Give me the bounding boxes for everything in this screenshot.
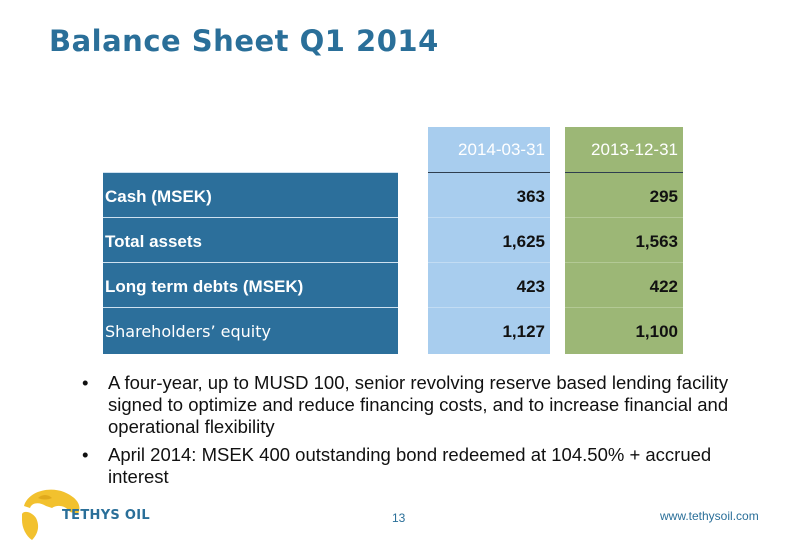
table-row: Cash (MSEK) 363 295: [103, 174, 683, 219]
bullet-list: • A four-year, up to MUSD 100, senior rev…: [80, 372, 760, 494]
row-divider: [103, 262, 398, 263]
value-2013: 1,100: [635, 322, 678, 341]
row-divider: [565, 172, 683, 173]
page-number: 13: [392, 511, 406, 525]
logo-wordmark: TETHYS OIL: [62, 508, 150, 523]
row-label: Total assets: [105, 232, 203, 251]
value-2013: 1,563: [635, 232, 678, 251]
bullet-item: • A four-year, up to MUSD 100, senior rev…: [80, 372, 760, 438]
row-divider: [565, 217, 683, 218]
row-divider: [428, 217, 550, 218]
row-divider: [428, 172, 550, 173]
table-row: Shareholders’ equity 1,127 1,100: [103, 309, 683, 354]
label-column-background: [103, 172, 398, 354]
row-divider: [428, 262, 550, 263]
column-2013-background: [565, 127, 683, 354]
tethys-oil-globe-logo-icon: [22, 489, 80, 540]
bullet-dot-icon: •: [82, 372, 89, 393]
slide-title: Balance Sheet Q1 2014: [49, 24, 439, 58]
value-2014: 1,625: [502, 232, 545, 251]
row-label: Cash (MSEK): [105, 187, 212, 206]
website-link[interactable]: www.tethysoil.com: [660, 509, 759, 523]
row-divider: [103, 307, 398, 308]
bullet-item: • April 2014: MSEK 400 outstanding bond r…: [80, 444, 760, 488]
value-2013: 422: [649, 277, 678, 296]
row-divider: [103, 217, 398, 218]
column-2014-background: [428, 127, 550, 354]
row-divider: [565, 262, 683, 263]
bullet-text: April 2014: MSEK 400 outstanding bond re…: [108, 444, 712, 487]
table-row: Long term debts (MSEK) 423 422: [103, 264, 683, 309]
value-2014: 423: [516, 277, 545, 296]
value-2013: 295: [649, 187, 678, 206]
bullet-text: A four-year, up to MUSD 100, senior revo…: [108, 372, 729, 437]
row-label: Long term debts (MSEK): [105, 277, 304, 296]
row-divider: [565, 307, 683, 308]
table-row: Total assets 1,625 1,563: [103, 219, 683, 264]
row-divider: [428, 307, 550, 308]
row-divider: [103, 172, 398, 173]
row-label: Shareholders’ equity: [105, 322, 271, 341]
value-2014: 1,127: [502, 322, 545, 341]
value-2014: 363: [516, 187, 545, 206]
bullet-dot-icon: •: [82, 444, 89, 465]
column-header-2014: 2014-03-31: [458, 140, 545, 159]
column-header-2013: 2013-12-31: [591, 140, 678, 159]
